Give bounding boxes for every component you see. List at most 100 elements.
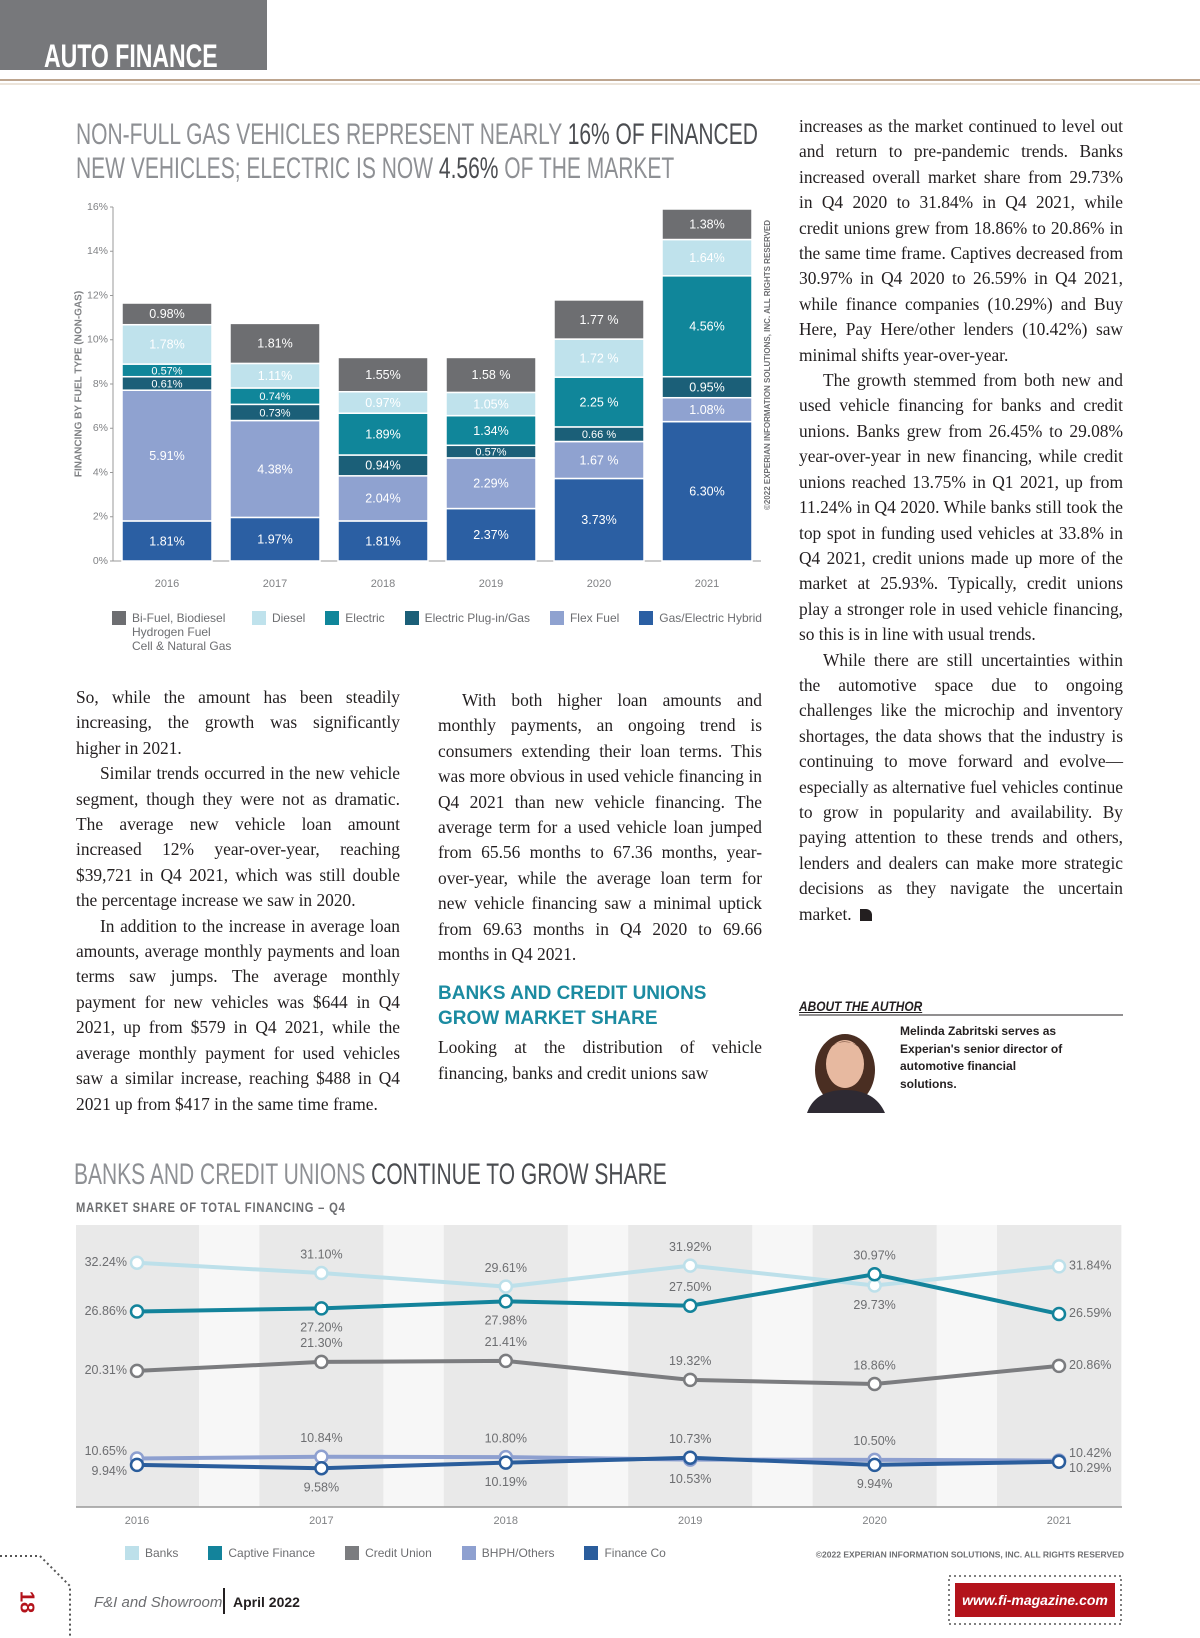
legend-label: Diesel [271, 611, 306, 625]
data-point [867, 1266, 882, 1282]
title-part: NON-FULL GAS VEHICLES REPRESENT NEARLY [76, 118, 568, 151]
bar-segment [229, 419, 321, 519]
data-label: 10.50% [853, 1434, 895, 1448]
data-label: 10.73% [669, 1432, 711, 1446]
data-label: 32.24% [85, 1255, 127, 1269]
data-label: 10.19% [485, 1475, 527, 1489]
data-point [498, 1353, 514, 1369]
x-tick-label: 2018 [371, 578, 395, 590]
y-axis-label: FINANCING BY FUEL TYPE (NON-GAS) [74, 291, 85, 477]
bar-segment [121, 389, 213, 522]
data-label: 5.91% [149, 449, 184, 463]
data-label: 31.84% [1069, 1259, 1111, 1273]
data-label: 19.32% [669, 1354, 711, 1368]
data-label: 0.57% [475, 446, 506, 458]
data-label: 1.77 % [580, 313, 619, 327]
data-point [1051, 1306, 1067, 1322]
legend-item: Gas/Electric Hybrid [639, 611, 762, 653]
legend-item: Banks [125, 1546, 178, 1560]
legend: Banks Captive Finance Credit Union BHPH/Oth… [125, 1546, 666, 1560]
data-point [498, 1279, 514, 1294]
data-point [682, 1372, 698, 1388]
series-line [136, 1358, 1060, 1387]
author-photo [803, 1027, 887, 1113]
data-point [682, 1298, 698, 1313]
text-column: So, while the amount has been steadily i… [76, 685, 400, 1117]
legend-swatch [404, 611, 419, 625]
data-point [129, 1255, 145, 1270]
data-label: 2.37% [473, 528, 508, 542]
y-tick-label: 16% [87, 201, 108, 213]
paragraph: increases as the market continued to lev… [799, 116, 1123, 365]
data-label: 20.31% [85, 1363, 127, 1377]
legend-swatch [112, 611, 126, 625]
data-label: 31.92% [669, 1240, 711, 1254]
bar-segment [121, 520, 213, 562]
x-tick-label: 2019 [479, 578, 503, 590]
title-part: CONTINUE TO GROW SHARE [371, 1158, 667, 1191]
legend-label: Flex Fuel [569, 611, 620, 625]
title-line: NON-FULL GAS VEHICLES REPRESENT NEARLY 1… [76, 118, 758, 152]
bar-segment [661, 208, 753, 241]
data-point [867, 1457, 882, 1473]
bar-segment [229, 516, 321, 562]
series-line [136, 1272, 1060, 1316]
data-label: 1.81% [257, 337, 292, 351]
legend-label: Electric [345, 611, 385, 625]
data-point [1051, 1259, 1067, 1274]
data-label: 3.73% [581, 513, 616, 527]
y-tick-label: 4% [93, 466, 108, 478]
y-tick-label: 2% [93, 511, 108, 523]
bar-segment [337, 520, 429, 562]
data-point [314, 1265, 329, 1281]
data-label: 1.34% [473, 424, 508, 438]
publication: F&I and Showroom [94, 1594, 222, 1611]
data-point [314, 1460, 329, 1476]
data-label: 21.30% [300, 1336, 342, 1350]
title-part: 16% OF FINANCED [567, 118, 758, 151]
data-label: 10.84% [300, 1431, 342, 1445]
y-tick-label: 6% [93, 422, 108, 434]
legend-swatch [461, 1546, 476, 1560]
data-point [314, 1301, 329, 1316]
x-tick-label: 2020 [862, 1515, 886, 1527]
title-part: OF THE MARKET [498, 152, 675, 185]
data-label: 29.61% [485, 1261, 527, 1275]
legend-swatch [345, 1546, 360, 1560]
legend-swatch [208, 1546, 223, 1560]
data-label: 1.05% [473, 397, 508, 411]
bar-segment [553, 440, 645, 480]
x-tick-label: 2021 [1047, 1515, 1071, 1527]
data-label: 2.04% [365, 492, 400, 506]
legend-label: Captive Finance [228, 1546, 316, 1560]
data-label: 27.50% [669, 1280, 711, 1294]
paragraph: With both higher loan amounts and monthl… [438, 690, 762, 965]
bar-segment [337, 412, 429, 456]
legend-item: Diesel [251, 611, 306, 653]
legend-item: Captive Finance [208, 1546, 315, 1560]
data-point [682, 1450, 698, 1466]
data-label: 1.55% [365, 368, 400, 382]
url: www.fi-magazine.com [962, 1592, 1108, 1608]
author-bio: Melinda Zabritski serves as Experian's s… [900, 1024, 1063, 1091]
data-label: 26.86% [85, 1304, 127, 1318]
data-label: 26.59% [1069, 1306, 1111, 1320]
legend-swatch [584, 1546, 599, 1560]
data-label: 30.97% [853, 1249, 895, 1263]
data-label: 1.97% [257, 533, 292, 547]
bar-segment [445, 414, 537, 447]
data-label: 0.66 % [582, 429, 616, 441]
bar-segment [445, 457, 537, 510]
text-column: increases as the market continued to lev… [799, 114, 1123, 927]
x-tick-label: 2017 [263, 578, 287, 590]
data-label: 9.94% [92, 1464, 127, 1478]
data-label: 27.98% [485, 1314, 527, 1328]
legend-item: Bi-Fuel, Biodiesel Hydrogen Fuel Cell & … [112, 611, 232, 653]
data-label: 0.95% [689, 381, 724, 395]
x-tick-label: 2018 [494, 1515, 518, 1527]
x-tick-label: 2021 [695, 578, 719, 590]
data-label: 10.29% [1069, 1461, 1111, 1475]
y-tick-label: 0% [93, 555, 108, 567]
bar-segment [337, 356, 429, 393]
data-label: 1.64% [689, 251, 724, 265]
